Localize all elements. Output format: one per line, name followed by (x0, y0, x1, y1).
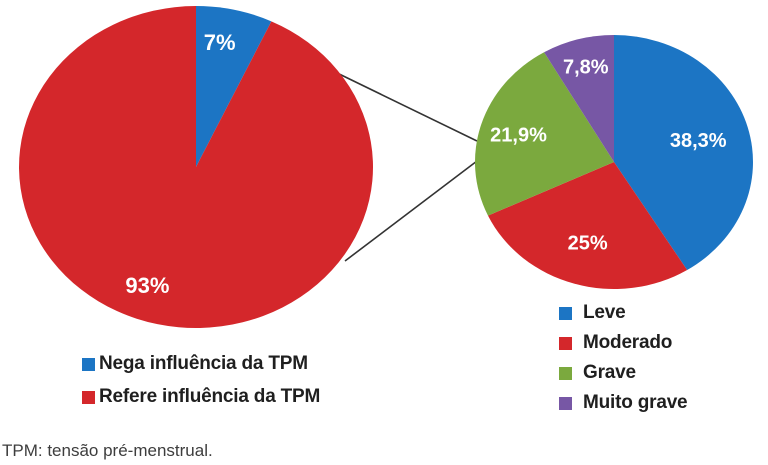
legend-item-nega-influencia: Nega influência da TPM (82, 353, 320, 374)
footnote: TPM: tensão pré-menstrual. (2, 441, 213, 460)
legend-label-refere-influencia: Refere influência da TPM (99, 386, 321, 407)
legend-swatch-blue-icon (559, 306, 572, 320)
pie-influencia-tpm: 7% 93% (19, 6, 374, 329)
pie-slice-influencia-tpm-1 (19, 6, 374, 329)
pie-slice-label: 93% (125, 273, 169, 298)
legend-label-nega-influencia: Nega influência da TPM (99, 353, 308, 374)
legend-item-muito-grave: Muito grave (559, 392, 688, 413)
connector-line (332, 70, 478, 142)
legend-label-muito-grave: Muito grave (583, 392, 688, 413)
legend-gravidade-tpm: Leve Moderado Grave Muito grave (559, 302, 688, 413)
legend-label-moderado: Moderado (583, 332, 673, 353)
legend-item-leve: Leve (559, 302, 687, 323)
legend-swatch-blue-icon (82, 357, 95, 371)
pie-slice-label: 21,9% (490, 125, 547, 147)
legend-swatch-red-icon (559, 336, 572, 350)
legend-item-grave: Grave (559, 362, 687, 383)
legend-swatch-green-icon (559, 366, 572, 380)
pie-slice-label: 7% (204, 30, 236, 55)
pie-slice-label: 38,3% (670, 130, 727, 152)
pie-slice-label: 7,8% (563, 56, 609, 78)
legend-label-leve: Leve (583, 302, 626, 323)
pie-slice-gravidade-tpm-3 (544, 34, 614, 162)
pie-gravidade-tpm: 38,3% 25% 21,9% 7,8% (474, 34, 753, 289)
pie-slice-influencia-tpm-0 (196, 6, 272, 167)
legend-label-grave: Grave (583, 362, 636, 383)
legend-influencia-tpm: Nega influência da TPM Refere influência… (82, 353, 321, 407)
connector-line (344, 160, 478, 262)
connector-lines (332, 70, 478, 262)
legend-item-moderado: Moderado (559, 332, 687, 353)
legend-swatch-purple-icon (559, 396, 572, 410)
pie-slice-gravidade-tpm-0 (614, 35, 753, 270)
pie-slice-gravidade-tpm-1 (487, 162, 688, 289)
pie-slice-gravidade-tpm-2 (474, 52, 614, 216)
legend-item-refere-influencia: Refere influência da TPM (82, 386, 321, 407)
legend-swatch-red-icon (82, 390, 95, 404)
pie-slice-label: 25% (568, 232, 608, 254)
